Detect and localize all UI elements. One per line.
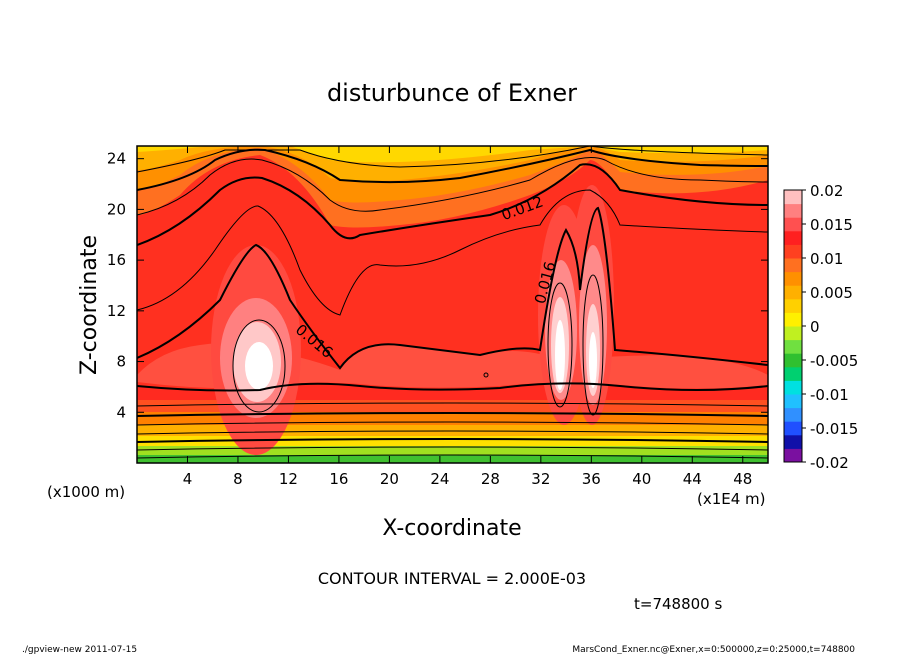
y-axis-label: Z-coordinate (77, 235, 102, 375)
time-text: t=748800 s (634, 595, 722, 613)
y-unit-label: (x1000 m) (47, 483, 125, 501)
y-tick-label: 24 (107, 150, 126, 168)
colorbar: 0.02 0.015 0.01 0.005 0 -0.005 -0.01 -0.015 -0.0… (783, 182, 858, 472)
x-axis-label: X-coordinate (382, 516, 521, 541)
colorbar-tick-label: 0.02 (810, 182, 843, 200)
plot-frame (136, 145, 769, 464)
colorbar-segment (784, 366, 802, 381)
x-tick-label: 40 (632, 470, 651, 488)
colorbar-tick-label: 0.01 (810, 250, 843, 268)
colorbar-segment (784, 230, 802, 245)
colorbar-segment (784, 434, 802, 449)
colorbar-tick-label: -0.015 (810, 420, 858, 438)
colorbar-segment (784, 244, 802, 259)
colorbar-segment (784, 285, 802, 300)
band-yellowgreen (137, 446, 768, 455)
y-axis: 4 8 12 16 20 24 (107, 150, 768, 421)
hotspot-right-core-a (555, 320, 565, 390)
colorbar-segment (784, 312, 802, 327)
colorbar-segment (784, 190, 802, 205)
x-tick-label: 16 (329, 470, 348, 488)
x-tick-label: 20 (380, 470, 399, 488)
colorbar-segment (784, 258, 802, 273)
x-tick-label: 24 (430, 470, 449, 488)
y-tick-label: 8 (116, 353, 126, 371)
colorbar-segment (784, 421, 802, 436)
x-tick-label: 44 (683, 470, 702, 488)
band-green (137, 455, 768, 463)
colorbar-segment (784, 298, 802, 313)
colorbar-segment (784, 271, 802, 286)
colorbar-segment (784, 448, 802, 463)
layer-amber (137, 146, 768, 181)
colorbar-tick-label: -0.01 (810, 386, 849, 404)
footer-left: ./gpview-new 2011-07-15 (22, 645, 137, 654)
band-yellow (137, 436, 768, 446)
x-tick-label: 48 (733, 470, 752, 488)
x-unit-label: (x1E4 m) (697, 490, 766, 508)
hotspot-left-core (245, 342, 273, 390)
colorbar-segment (784, 326, 802, 341)
colorbar-tick-label: -0.02 (810, 454, 849, 472)
x-tick-label: 4 (183, 470, 193, 488)
y-tick-label: 16 (107, 251, 126, 269)
colorbar-segment (784, 203, 802, 218)
colorbar-segment (784, 339, 802, 354)
x-axis: 4 8 12 16 20 24 28 32 36 40 44 48 (183, 146, 752, 488)
colorbar-tick-label: -0.005 (810, 352, 858, 370)
colorbar-segment (784, 380, 802, 395)
colorbar-segment (784, 217, 802, 232)
x-tick-label: 12 (279, 470, 298, 488)
layer-lightorange (137, 146, 768, 203)
colorbar-tick-label: 0 (810, 318, 820, 336)
chart-title: disturbunce of Exner (327, 79, 577, 107)
y-tick-label: 4 (116, 403, 126, 421)
x-tick-label: 32 (531, 470, 550, 488)
y-tick-label: 20 (107, 200, 126, 218)
colorbar-tick-label: 0.015 (810, 216, 853, 234)
x-tick-label: 8 (233, 470, 243, 488)
colorbar-tick-label: 0.005 (810, 284, 853, 302)
colorbar-segment (784, 353, 802, 368)
footer-right: MarsCond_Exner.nc@Exner,x=0:500000,z=0:2… (572, 645, 855, 654)
band-orange (137, 412, 768, 425)
heatmap-field (137, 146, 768, 463)
x-tick-label: 28 (481, 470, 500, 488)
layer-yellow (137, 146, 768, 163)
y-tick-label: 12 (107, 302, 126, 320)
contour-lines (137, 146, 768, 459)
x-tick-label: 36 (582, 470, 601, 488)
colorbar-segment (784, 394, 802, 409)
band-amber (137, 425, 768, 436)
hotspot-right-core-b (589, 332, 597, 388)
contour-interval-text: CONTOUR INTERVAL = 2.000E-03 (318, 569, 586, 588)
colorbar-segment (784, 407, 802, 422)
